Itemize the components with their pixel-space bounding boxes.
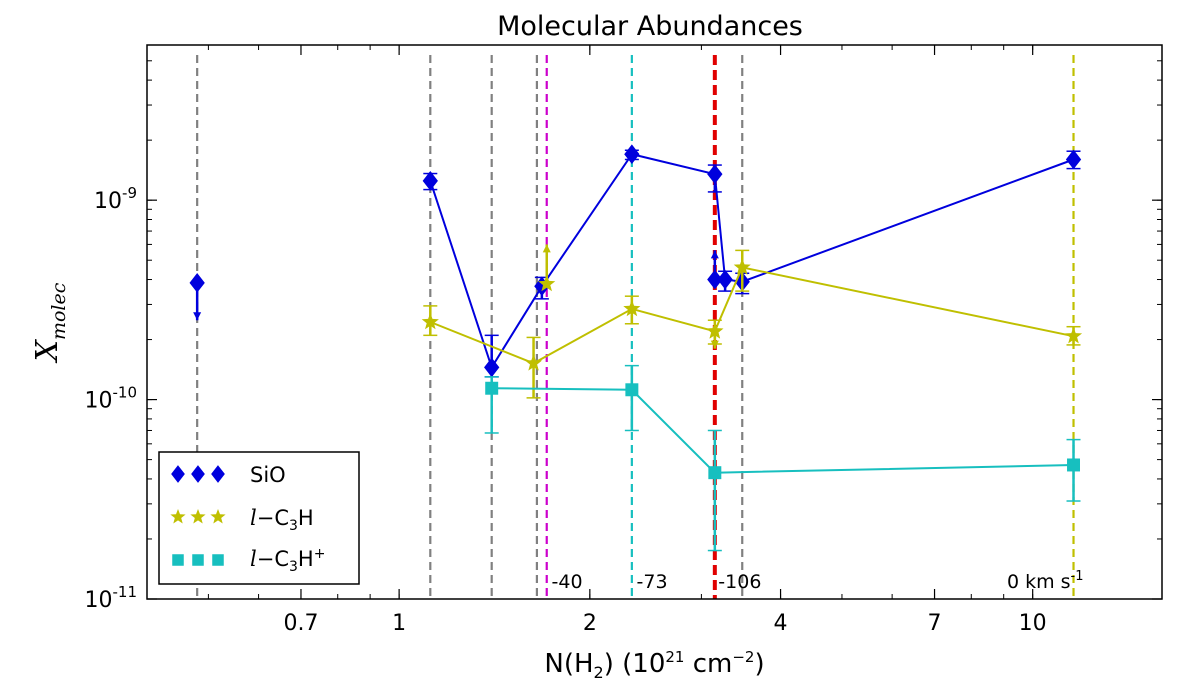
limit-point [706, 322, 724, 339]
x-axis-label-part: −2 [732, 648, 754, 666]
x-tick-label: 7 [928, 611, 942, 636]
legend-label-part: l [250, 506, 257, 530]
y-axis-label-main: X [30, 338, 65, 363]
legend-label-part: H [298, 547, 314, 571]
legend-marker [211, 465, 225, 483]
limit-point [189, 273, 205, 293]
legend-label-part: SiO [250, 463, 286, 487]
limit-point [538, 275, 556, 292]
legend-marker [192, 554, 204, 566]
annotation-superscript: -1 [1071, 569, 1084, 584]
x-tick-label: 10 [1019, 611, 1047, 636]
limit-arrow [193, 312, 202, 321]
limit-arrow [710, 250, 719, 259]
legend-marker [172, 554, 184, 566]
series-line [491, 387, 1074, 474]
limit-point [707, 269, 723, 290]
velocity-annotation: 0 km s-1 [1007, 569, 1084, 593]
velocity-annotation: -106 [718, 571, 761, 593]
data-point [421, 313, 439, 330]
x-axis-label-part: cm [684, 649, 732, 679]
data-point [422, 171, 438, 191]
x-tick-label: 2 [583, 611, 597, 636]
x-tick-label: 4 [774, 611, 788, 636]
legend-marker [190, 509, 206, 524]
legend-label: l−C3H+ [250, 546, 325, 575]
series-line [429, 153, 1074, 370]
limit-arrow [542, 244, 551, 253]
y-tick-label: 10-9 [94, 184, 137, 214]
data-point [624, 144, 640, 165]
x-tick-label: 0.7 [283, 611, 318, 636]
legend-label-part: −C [257, 506, 289, 530]
legend-marker [171, 465, 185, 483]
series-layer [189, 144, 1083, 552]
legend-label-part: l [250, 547, 257, 571]
x-axis-label-part: ) (10 [604, 649, 666, 679]
series-line [429, 266, 1074, 365]
legend-label-part: −C [257, 547, 289, 571]
legend-label: l−C3H [250, 506, 314, 534]
velocity-annotation: -40 [552, 571, 583, 593]
x-axis-label-part: N(H [544, 649, 593, 679]
y-tick-label: 10-10 [85, 384, 138, 414]
legend-label-part: + [314, 546, 326, 562]
chart-title: Molecular Abundances [497, 11, 803, 42]
x-tick-label: 1 [392, 611, 406, 636]
y-axis-label: Xmolec [30, 282, 70, 363]
x-axis-label-part: 21 [665, 648, 684, 666]
data-point [525, 354, 543, 371]
data-point [717, 269, 733, 290]
y-tick-exponent: -10 [113, 384, 138, 402]
data-point [485, 381, 499, 395]
data-point [707, 164, 723, 184]
legend-label: SiO [250, 463, 286, 487]
velocity-annotation: -73 [637, 571, 668, 593]
series-sio [189, 144, 1082, 378]
legend-marker [210, 509, 226, 524]
y-tick-exponent: -9 [122, 184, 137, 202]
data-point [708, 466, 722, 480]
plot-frame [146, 44, 1163, 600]
legend-marker [191, 465, 205, 483]
data-point [1065, 327, 1083, 344]
x-axis-label: N(H2) (1021 cm−2) [544, 648, 764, 682]
y-tick-base: 10 [85, 588, 113, 613]
legend-marker [212, 554, 224, 566]
legend-marker [170, 509, 186, 524]
y-tick-label: 10-11 [85, 583, 138, 613]
x-axis-label-part: 2 [594, 663, 604, 682]
limit-arrow [710, 340, 719, 349]
data-point [733, 258, 751, 275]
x-axis-label-part: ) [754, 649, 764, 679]
data-point [1067, 458, 1080, 472]
data-point [625, 383, 639, 397]
legend-label-part: H [298, 506, 314, 530]
data-point [623, 299, 641, 317]
legend-label-part: 3 [289, 518, 298, 534]
y-axis-label-subscript: molec [48, 282, 70, 340]
data-point [1065, 149, 1082, 170]
y-tick-exponent: -11 [113, 583, 138, 601]
y-tick-base: 10 [85, 389, 113, 414]
legend-label-part: 3 [289, 559, 298, 575]
series-l-c3h- [484, 364, 1081, 552]
y-tick-base: 10 [94, 189, 122, 214]
